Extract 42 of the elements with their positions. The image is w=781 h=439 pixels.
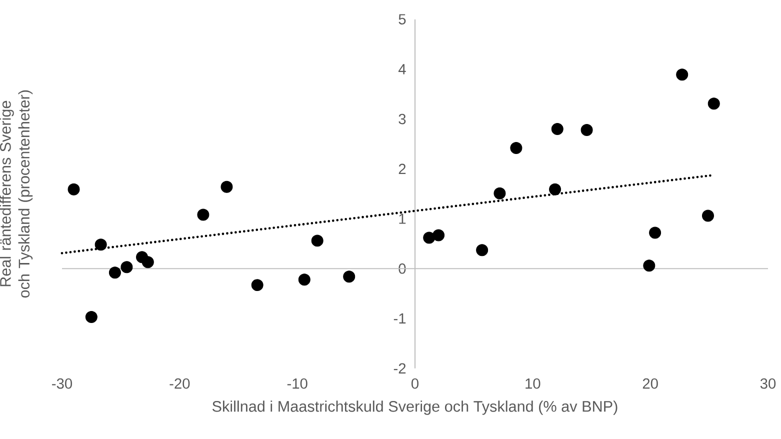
- y-tick-label: 4: [398, 64, 406, 74]
- point: [120, 261, 133, 274]
- y-tick-label: -2: [394, 363, 406, 374]
- point: [676, 68, 688, 81]
- point: [580, 124, 593, 136]
- point: [343, 270, 356, 283]
- y-axis-title: Real räntedifferens Sverige och Tyskland (procentenheter): [0, 90, 33, 298]
- point: [68, 183, 80, 196]
- x-tick-label: -10: [287, 378, 308, 389]
- x-axis-title: Skillnad i Maastrichtskuld Sverige och Tyskland (% av BNP): [212, 400, 618, 415]
- x-tick-label: -20: [170, 378, 190, 389]
- point: [311, 234, 324, 247]
- point: [494, 187, 506, 200]
- point: [94, 238, 107, 251]
- point: [432, 229, 445, 242]
- point: [142, 256, 154, 268]
- point: [649, 226, 662, 239]
- y-tick-label: 5: [398, 14, 406, 24]
- point: [643, 260, 656, 272]
- point: [108, 266, 121, 279]
- point: [702, 210, 714, 222]
- point: [708, 98, 720, 110]
- point: [298, 274, 310, 286]
- x-tick-label: -30: [52, 378, 72, 389]
- point: [551, 123, 564, 136]
- x-tick-label: 20: [642, 378, 658, 389]
- point: [85, 310, 98, 323]
- point: [251, 279, 264, 292]
- x-tick-label: 30: [760, 378, 776, 389]
- point: [510, 142, 522, 154]
- x-tick-label: 10: [526, 378, 540, 389]
- point: [549, 183, 562, 196]
- x-tick-label: 0: [411, 378, 418, 389]
- y-tick-label: 2: [398, 164, 406, 174]
- y-tick-label: -1: [394, 313, 406, 324]
- y-tick-label: 1: [399, 214, 406, 224]
- point: [423, 232, 436, 244]
- point: [220, 180, 233, 193]
- y-tick-label: 0: [398, 263, 406, 274]
- point: [476, 244, 488, 256]
- point: [197, 208, 210, 221]
- y-tick-label: 3: [398, 114, 406, 124]
